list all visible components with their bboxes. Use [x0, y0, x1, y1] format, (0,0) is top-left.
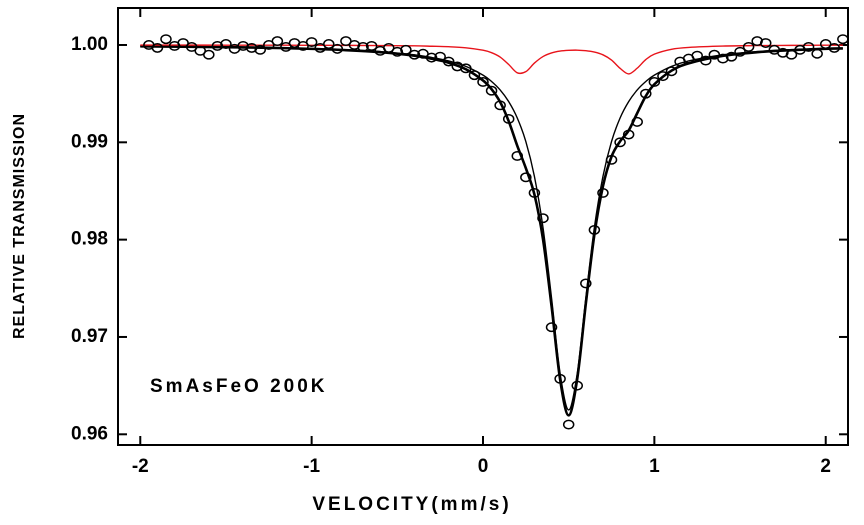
x-tick-label: 0	[478, 456, 489, 477]
data-point	[622, 129, 635, 140]
data-point	[340, 36, 352, 47]
fit-line	[140, 45, 843, 411]
y-tick-label: 0.98	[71, 229, 108, 250]
data-point	[537, 213, 549, 224]
data-point	[434, 51, 446, 62]
data-point	[520, 172, 532, 183]
data-point	[391, 46, 404, 57]
data-point	[502, 114, 515, 124]
data-point	[314, 42, 326, 53]
y-tick-label: 0.97	[71, 326, 108, 347]
data-point	[245, 42, 258, 53]
data-point	[185, 41, 198, 52]
data-point	[571, 380, 583, 391]
data-point	[588, 224, 601, 235]
data-point	[280, 41, 292, 52]
y-tick-label: 0.96	[71, 423, 108, 444]
data-point	[417, 48, 429, 59]
data-point	[665, 66, 678, 77]
data-point	[562, 419, 575, 430]
data-point	[160, 34, 172, 45]
data-point	[151, 42, 164, 53]
data-point	[691, 50, 703, 61]
data-point	[631, 116, 643, 127]
y-tick-label: 0.99	[71, 131, 108, 152]
data-point	[494, 100, 506, 111]
data-point	[211, 41, 224, 51]
data-point	[545, 322, 558, 333]
data-point	[657, 71, 669, 82]
data-point	[400, 44, 412, 55]
data-point	[751, 36, 763, 47]
data-point	[297, 41, 309, 51]
data-point	[220, 39, 232, 49]
data-point	[511, 150, 524, 161]
data-point	[717, 53, 729, 64]
data-point	[305, 37, 318, 48]
data-point	[194, 45, 207, 56]
data-point	[383, 42, 395, 53]
data-point	[365, 41, 378, 51]
data-point	[811, 48, 823, 59]
data-point	[742, 41, 755, 52]
data-point	[254, 44, 266, 55]
x-tick-label: -2	[132, 456, 149, 477]
data-point	[597, 187, 609, 198]
data-point	[460, 63, 472, 74]
x-axis-label: VELOCITY(mm/s)	[312, 494, 511, 515]
data-point	[468, 70, 481, 81]
data-point	[828, 42, 841, 53]
data-point	[203, 49, 215, 60]
data-point	[451, 61, 464, 72]
data-point	[580, 278, 592, 289]
data-point	[348, 40, 361, 50]
data-point	[177, 38, 189, 48]
data-point	[640, 88, 652, 99]
data-point	[323, 39, 335, 49]
data-point	[648, 77, 661, 87]
data-point	[700, 55, 712, 66]
data-point	[477, 77, 489, 87]
data-point	[271, 36, 284, 47]
data-point	[408, 49, 421, 60]
data-point	[734, 46, 746, 57]
data-point	[614, 137, 626, 148]
data-point	[759, 38, 772, 48]
data-point	[263, 40, 275, 50]
annotation: SmAsFeO 200K	[150, 376, 328, 397]
data-point	[237, 41, 249, 51]
data-point	[605, 154, 618, 165]
y-tick-label: 1.00	[71, 34, 108, 55]
data-point	[528, 187, 541, 198]
data-point	[819, 39, 832, 49]
x-tick-label: 2	[820, 456, 831, 477]
data-point	[485, 85, 498, 96]
data-point	[331, 43, 344, 54]
data-point	[725, 51, 738, 62]
data-point	[777, 47, 789, 58]
data-point	[785, 49, 798, 60]
x-tick-label: -1	[303, 456, 320, 477]
data-point	[837, 34, 849, 45]
data-point	[554, 373, 566, 384]
y-axis-label: RELATIVE TRANSMISSION	[11, 113, 28, 339]
x-tick-label: 1	[649, 456, 660, 477]
data-point	[708, 49, 721, 60]
data-point	[357, 41, 369, 52]
fit-line	[140, 44, 843, 75]
fit-line	[140, 45, 843, 417]
data-point	[425, 52, 438, 63]
data-point	[802, 41, 815, 52]
data-point	[442, 56, 455, 67]
